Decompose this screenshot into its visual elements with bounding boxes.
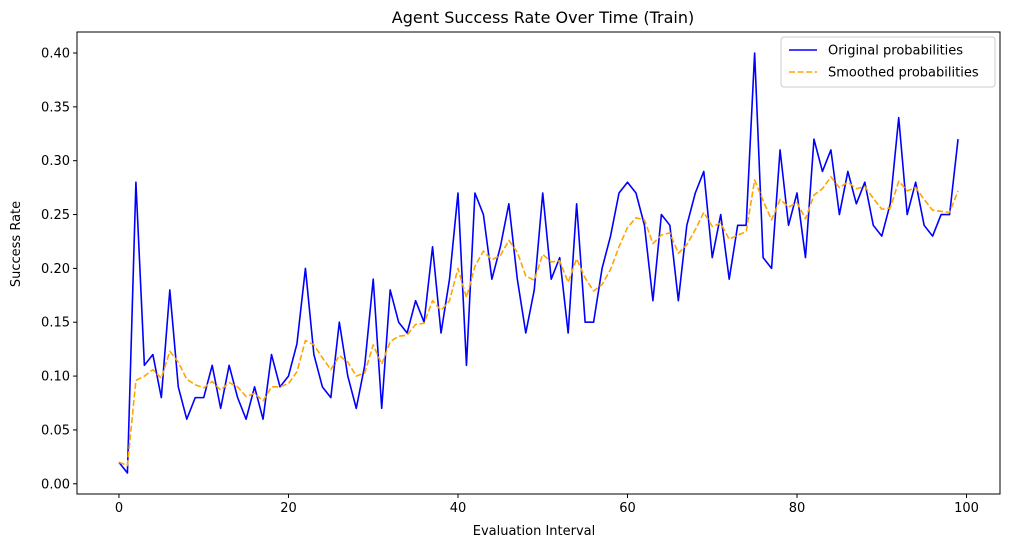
y-axis-label: Success Rate [9,201,24,287]
x-tick-label: 60 [619,501,636,516]
y-tick-label: 0.40 [41,47,70,62]
x-axis: 0 20 40 60 80 100 [115,494,979,516]
plot-area [119,53,958,473]
y-tick-label: 0.25 [41,208,70,223]
plot-frame [77,32,1000,494]
y-tick-label: 0.05 [41,423,70,438]
y-tick-label: 0.15 [41,316,70,331]
y-tick-label: 0.00 [41,477,70,492]
y-tick-label: 0.10 [41,370,70,385]
x-axis-label: Evaluation Interval [473,524,596,539]
legend-label: Original probabilities [828,44,963,59]
y-axis: 0.00 0.05 0.10 0.15 0.20 0.25 0.30 0.35 0.40 [41,47,77,493]
legend: Original probabilities Smoothed probabili… [781,37,995,87]
x-tick-label: 40 [450,501,467,516]
x-tick-label: 100 [954,501,979,516]
x-tick-label: 80 [789,501,806,516]
x-tick-label: 0 [115,501,123,516]
series-line-smoothed [119,177,958,466]
legend-label: Smoothed probabilities [828,66,979,81]
y-tick-label: 0.20 [41,262,70,277]
chart-title: Agent Success Rate Over Time (Train) [392,8,694,27]
x-tick-label: 20 [280,501,297,516]
series-line-original [119,53,958,473]
y-tick-label: 0.30 [41,154,70,169]
y-tick-label: 0.35 [41,100,70,115]
